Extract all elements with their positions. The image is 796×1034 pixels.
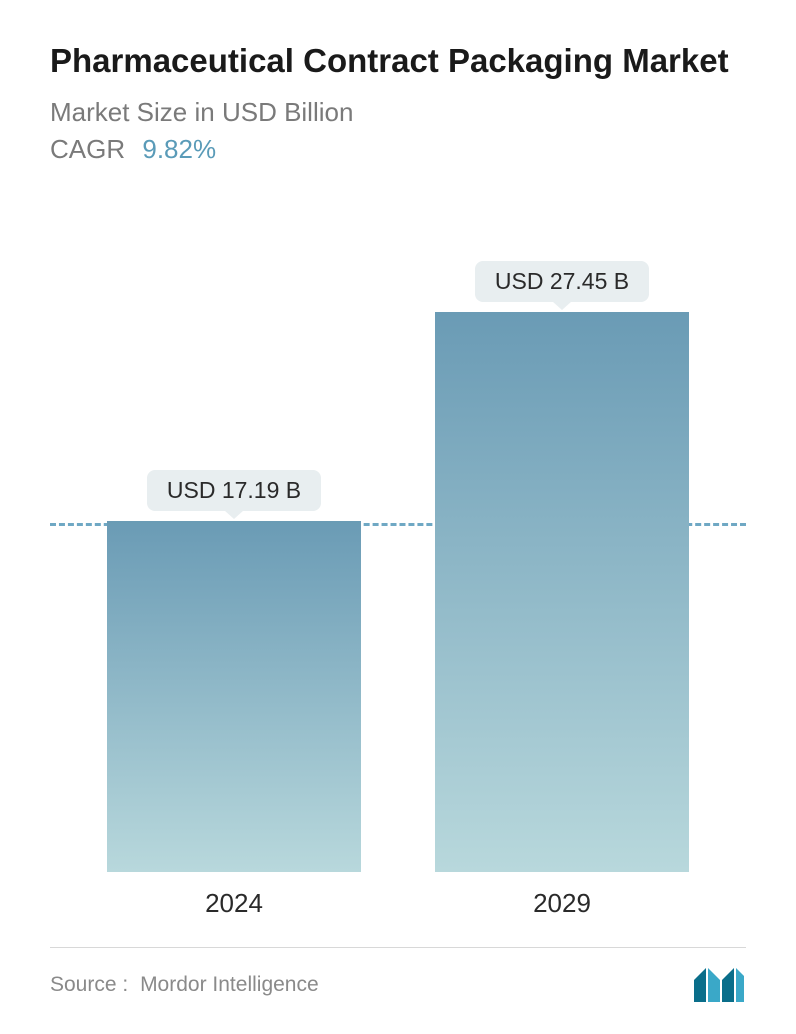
bar-value-label: USD 27.45 B (475, 261, 649, 302)
bar-value-label: USD 17.19 B (147, 470, 321, 511)
cagr-label: CAGR (50, 134, 125, 164)
bar-group: USD 27.45 B 2029 (418, 261, 707, 919)
chart-container: Pharmaceutical Contract Packaging Market… (0, 0, 796, 1034)
bar (435, 312, 689, 872)
chart-area: USD 17.19 B 2024 USD 27.45 B 2029 (50, 205, 746, 919)
bar-group: USD 17.19 B 2024 (90, 470, 379, 919)
bar (107, 521, 361, 872)
source-attribution: Source : Mordor Intelligence (50, 973, 319, 997)
source-label: Source : (50, 973, 128, 996)
chart-footer: Source : Mordor Intelligence (50, 947, 746, 1004)
cagr-value: 9.82% (142, 134, 216, 164)
bar-year-label: 2024 (205, 888, 263, 919)
bar-year-label: 2029 (533, 888, 591, 919)
chart-subtitle: Market Size in USD Billion (50, 97, 746, 128)
source-name: Mordor Intelligence (140, 973, 319, 996)
cagr-line: CAGR 9.82% (50, 134, 746, 165)
chart-title: Pharmaceutical Contract Packaging Market (50, 40, 746, 83)
mordor-logo-icon (692, 966, 746, 1004)
